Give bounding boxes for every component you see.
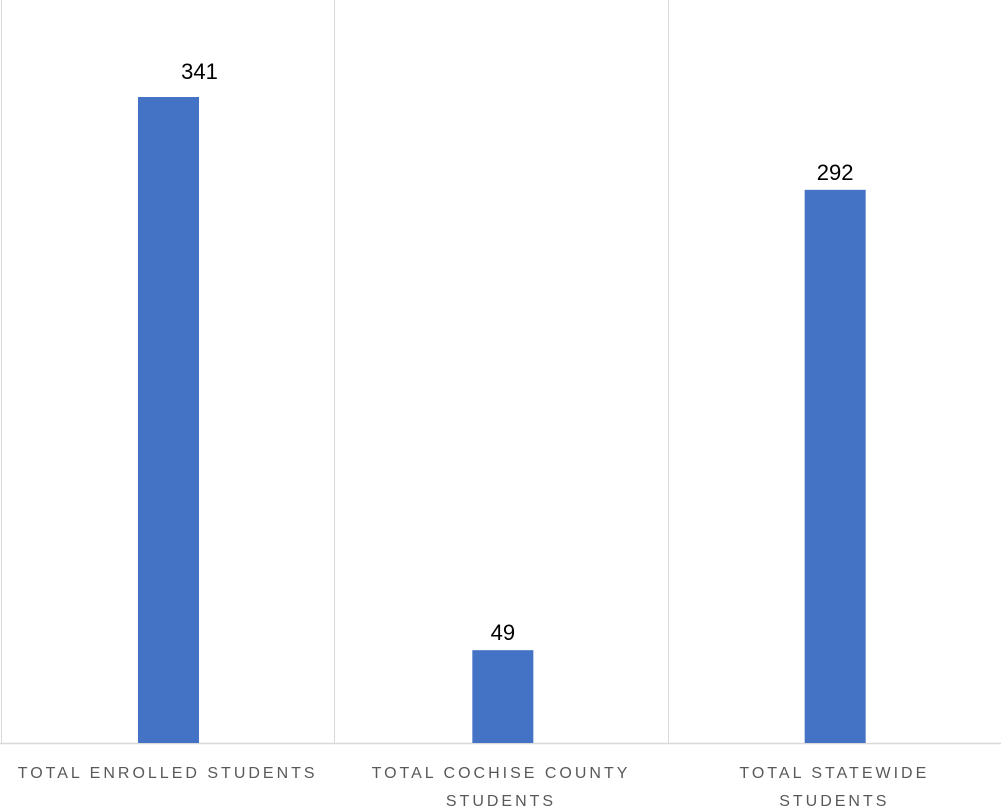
x-tick-label: STUDENTS: [779, 793, 889, 808]
x-tick-label: STUDENTS: [446, 793, 556, 808]
bar: [472, 650, 534, 743]
data-label: 341: [181, 59, 218, 84]
data-label: 49: [491, 620, 515, 645]
x-tick-label: TOTAL COCHISE COUNTY: [372, 765, 631, 782]
bar: [804, 189, 866, 744]
bar: [138, 97, 199, 743]
x-tick-label: TOTAL ENROLLED STUDENTS: [18, 765, 318, 782]
x-tick-label: TOTAL STATEWIDE: [739, 765, 929, 782]
data-label: 292: [817, 160, 854, 185]
